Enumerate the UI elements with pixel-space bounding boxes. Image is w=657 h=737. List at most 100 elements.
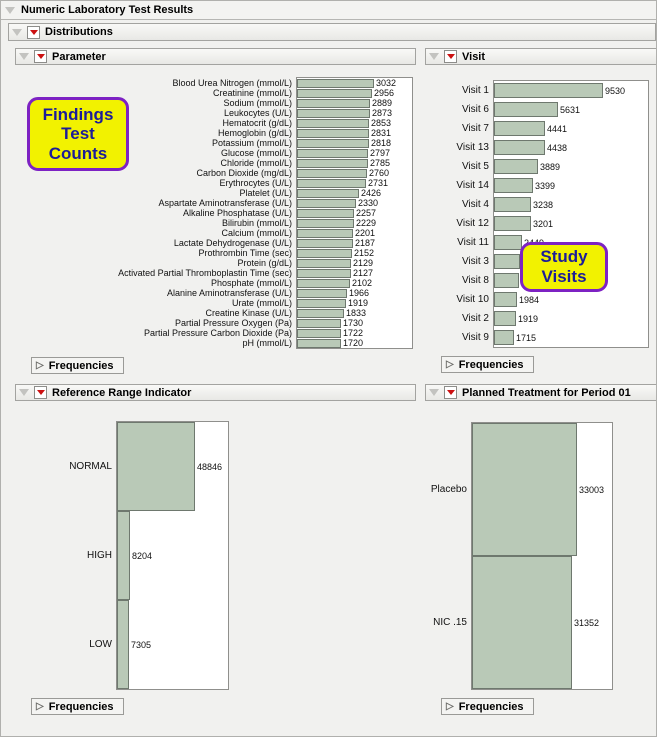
disclosure-open-icon[interactable]: [19, 53, 29, 60]
bar[interactable]: [297, 88, 372, 98]
bar[interactable]: [297, 268, 351, 278]
bar-row: 9530: [494, 81, 648, 100]
value-label: 2889: [372, 98, 393, 108]
bar-row: 8204: [117, 511, 228, 600]
bar[interactable]: [297, 208, 354, 218]
frequencies-label: Frequencies: [48, 700, 114, 713]
disclosure-open-icon[interactable]: [429, 53, 439, 60]
red-triangle-menu-icon[interactable]: [27, 25, 40, 39]
bar[interactable]: [494, 216, 531, 231]
disclosure-open-icon[interactable]: [19, 389, 29, 396]
bar[interactable]: [297, 308, 344, 318]
value-label: 9530: [605, 85, 626, 96]
bar-row: 7305: [117, 600, 228, 689]
bar[interactable]: [494, 83, 603, 98]
bar[interactable]: [494, 140, 545, 155]
disclosure-open-icon[interactable]: [429, 389, 439, 396]
bar[interactable]: [297, 218, 354, 228]
bar-row: 2187: [297, 238, 412, 248]
bar[interactable]: [494, 178, 533, 193]
bar[interactable]: [117, 422, 195, 511]
bar[interactable]: [494, 102, 558, 117]
frequencies-disclosure-reference-range[interactable]: ▷ Frequencies: [31, 698, 124, 715]
bar-row: 2102: [297, 278, 412, 288]
bar[interactable]: [297, 238, 353, 248]
bar[interactable]: [494, 254, 520, 269]
value-label: 2127: [353, 268, 374, 278]
value-label: 1722: [343, 328, 364, 338]
annotation-findings-test-counts[interactable]: Findings Test Counts: [27, 97, 129, 171]
disclosure-closed-icon: ▷: [36, 700, 44, 712]
bar[interactable]: [117, 511, 130, 600]
bar[interactable]: [297, 178, 366, 188]
bar-row: 4438: [494, 138, 648, 157]
category-label: Visit 7: [461, 123, 489, 134]
bar[interactable]: [472, 556, 572, 689]
value-label: 2129: [353, 258, 374, 268]
bar[interactable]: [494, 292, 517, 307]
frequencies-disclosure-parameter[interactable]: ▷ Frequencies: [31, 357, 124, 374]
category-label: Prothrombin Time (sec): [198, 248, 292, 258]
value-label: 2201: [355, 228, 376, 238]
bar-row: 2201: [297, 228, 412, 238]
bar[interactable]: [494, 121, 545, 136]
bar[interactable]: [297, 128, 369, 138]
red-triangle-menu-icon[interactable]: [444, 386, 457, 399]
bar[interactable]: [494, 235, 522, 250]
disclosure-open-icon[interactable]: [5, 6, 15, 14]
bar[interactable]: [297, 288, 347, 298]
value-label: 1919: [518, 313, 539, 324]
category-label: Visit 4: [461, 199, 489, 210]
bar[interactable]: [297, 188, 359, 198]
bar[interactable]: [297, 198, 356, 208]
value-label: 1730: [343, 318, 364, 328]
disclosure-open-icon[interactable]: [12, 28, 22, 36]
bar[interactable]: [494, 311, 516, 326]
panel-visit: Visit Visit 1 Visit 6 Visit 7 Visit 13 Visit…: [425, 48, 656, 373]
bar[interactable]: [297, 168, 367, 178]
bar-row: 2152: [297, 248, 412, 258]
bar[interactable]: [117, 600, 129, 689]
bar[interactable]: [297, 248, 352, 258]
frequencies-label: Frequencies: [48, 359, 114, 372]
bar[interactable]: [297, 108, 370, 118]
panel-title: Reference Range Indicator: [52, 386, 192, 399]
bar[interactable]: [494, 197, 531, 212]
bar[interactable]: [494, 273, 519, 288]
bar[interactable]: [297, 318, 341, 328]
red-triangle-menu-icon[interactable]: [444, 50, 457, 63]
bar-row: 3889: [494, 157, 648, 176]
bar[interactable]: [297, 158, 368, 168]
bar[interactable]: [297, 258, 351, 268]
bar-row: 2797: [297, 148, 412, 158]
red-triangle-menu-icon[interactable]: [34, 386, 47, 399]
bar[interactable]: [472, 423, 577, 556]
bar[interactable]: [297, 278, 350, 288]
category-label: Hematocrit (g/dL): [222, 118, 292, 128]
bar[interactable]: [494, 159, 538, 174]
bar[interactable]: [297, 138, 369, 148]
value-label: 4438: [547, 142, 568, 153]
bar[interactable]: [297, 298, 346, 308]
bar-row: 1715: [494, 328, 648, 347]
bar-row: 2889: [297, 98, 412, 108]
category-label: Urate (mmol/L): [231, 298, 292, 308]
bar-row: 2956: [297, 88, 412, 98]
bar[interactable]: [297, 338, 341, 348]
bar[interactable]: [297, 78, 374, 88]
bar[interactable]: [297, 148, 368, 158]
red-triangle-menu-icon[interactable]: [34, 50, 47, 63]
category-label: Lactate Dehydrogenase (U/L): [173, 238, 292, 248]
category-label: Alanine Aminotransferase (U/L): [166, 288, 292, 298]
bar[interactable]: [297, 328, 341, 338]
value-label: 4441: [547, 123, 568, 134]
report-title: Numeric Laboratory Test Results: [21, 4, 194, 16]
value-label: 2818: [371, 138, 392, 148]
bar[interactable]: [297, 98, 370, 108]
bar[interactable]: [494, 330, 514, 345]
bar[interactable]: [297, 118, 369, 128]
bar[interactable]: [297, 228, 353, 238]
annotation-study-visits[interactable]: Study Visits: [520, 242, 608, 292]
frequencies-disclosure-treatment[interactable]: ▷ Frequencies: [441, 698, 534, 715]
frequencies-disclosure-visit[interactable]: ▷ Frequencies: [441, 356, 534, 373]
